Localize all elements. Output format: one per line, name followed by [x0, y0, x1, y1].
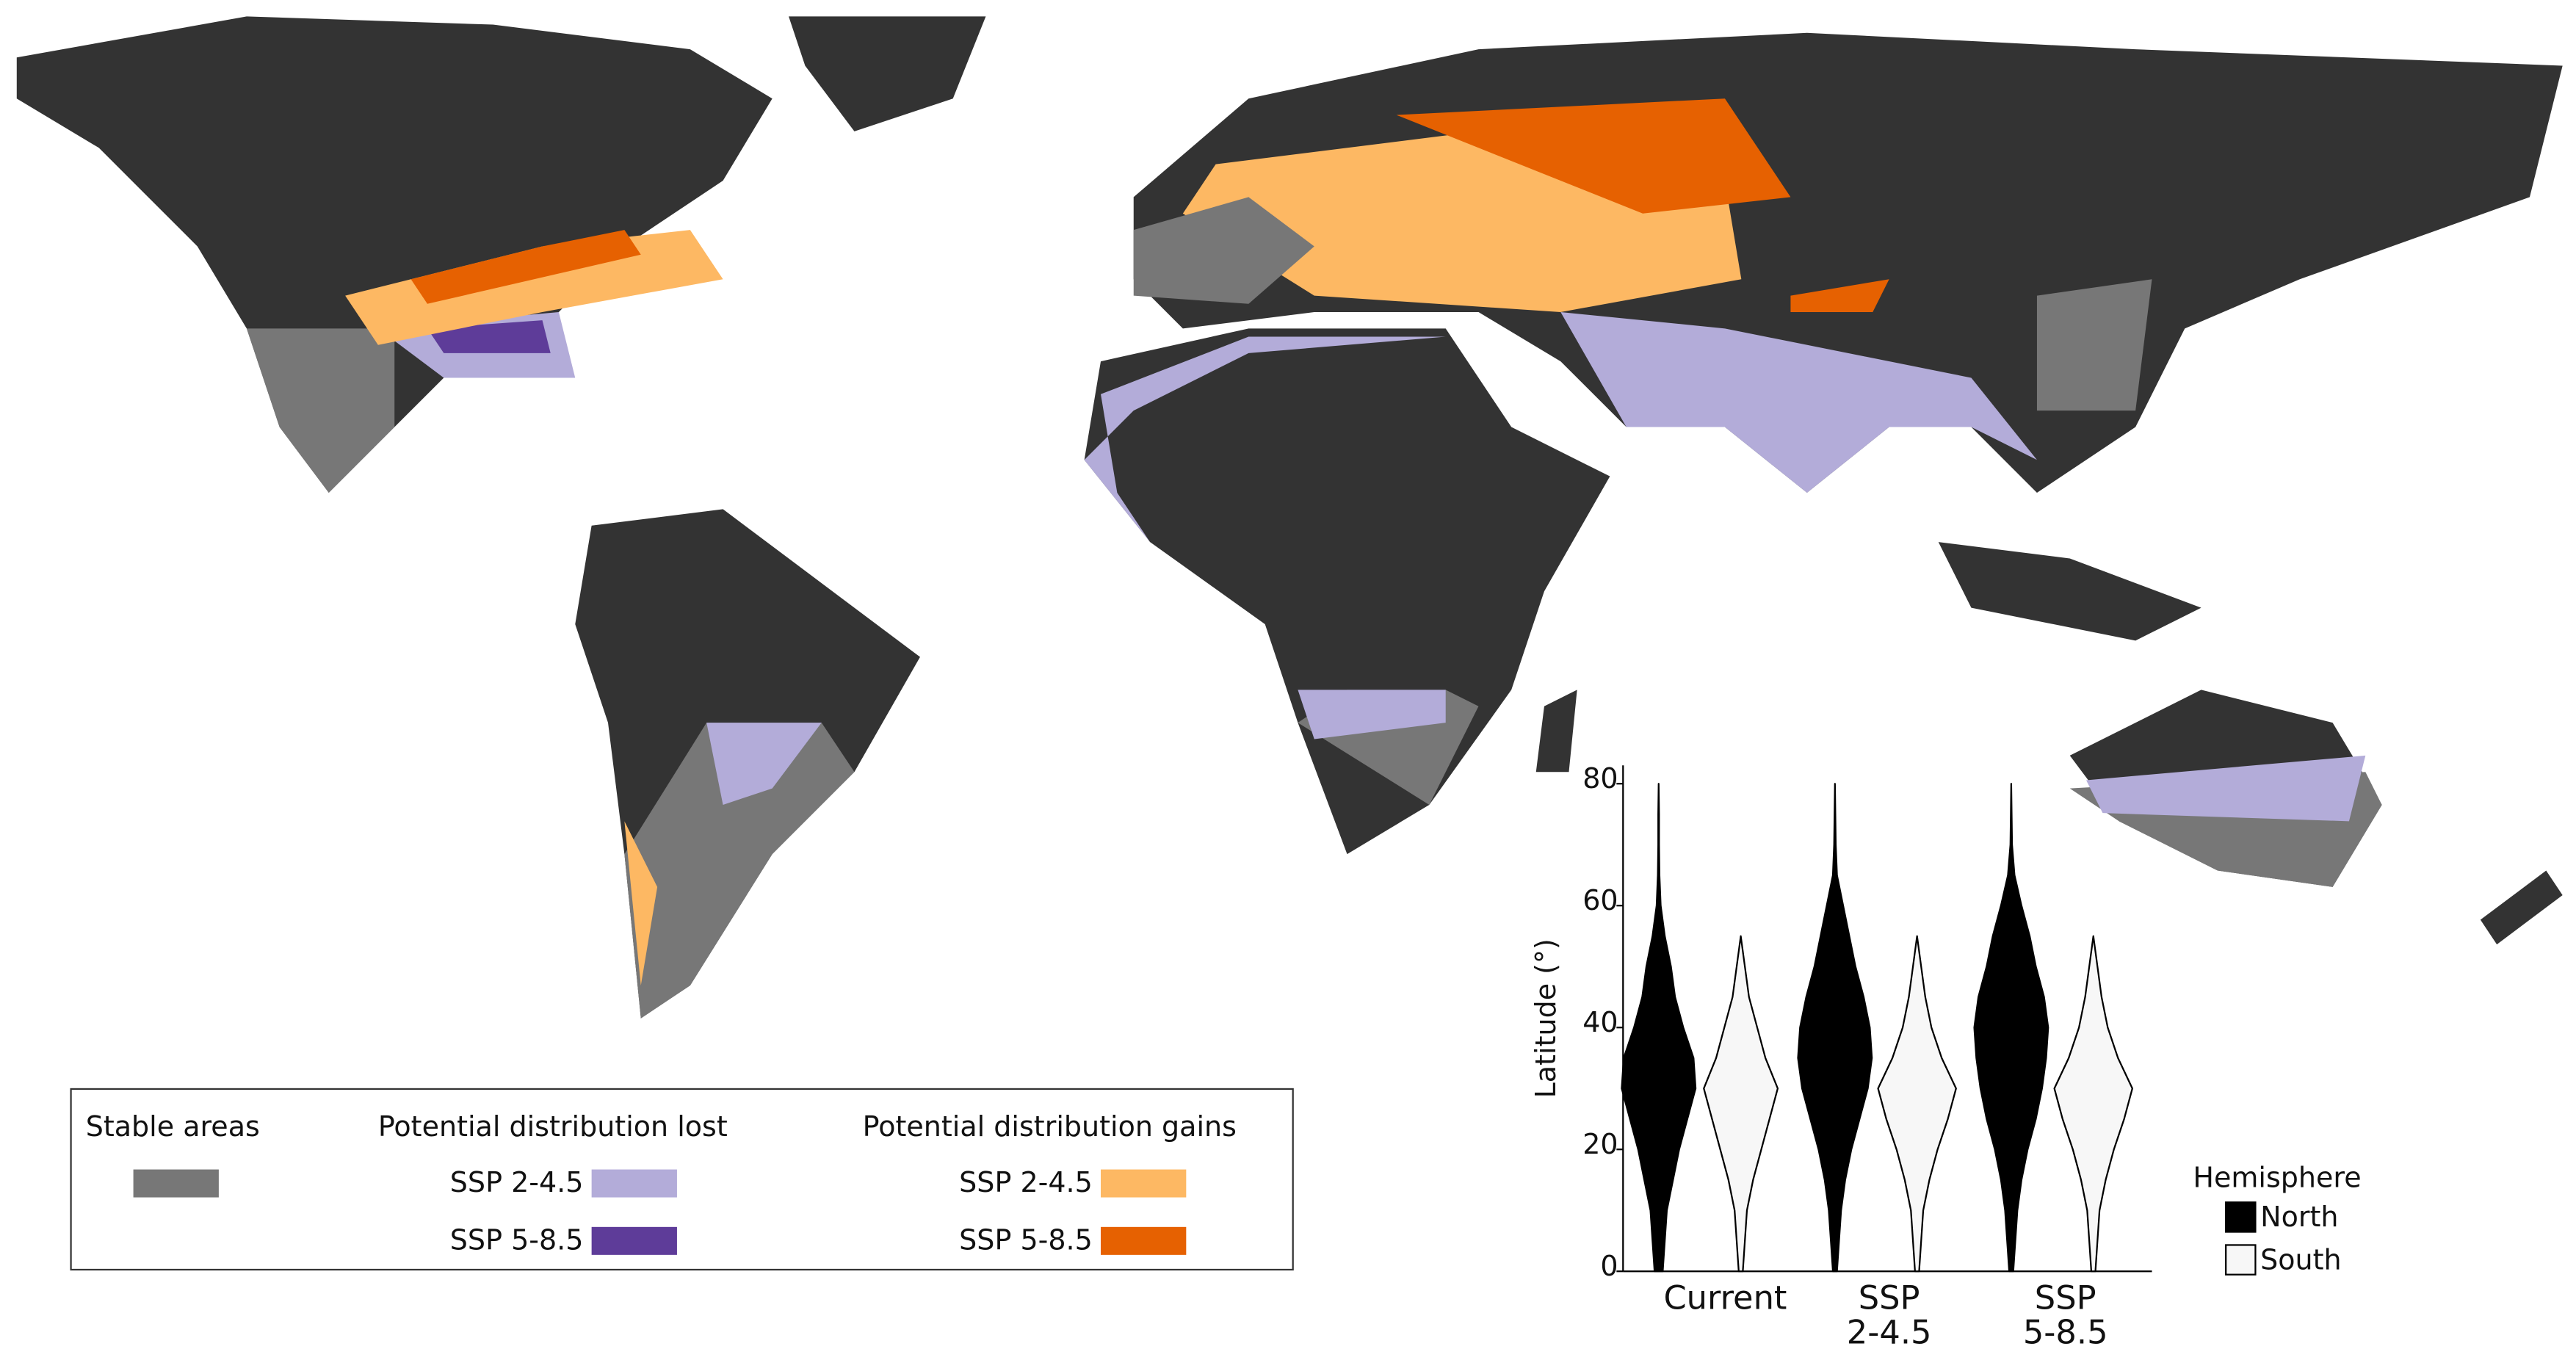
legend-title: Stable areas	[86, 1110, 260, 1143]
x-tick-label: Current	[1663, 1281, 1787, 1317]
legend-swatch	[591, 1169, 677, 1198]
y-tick-label: 40	[1582, 1006, 1618, 1038]
map-legend: Stable areas Potential distribution lost…	[70, 1088, 1294, 1271]
legend-swatch	[133, 1169, 219, 1198]
violin	[1621, 783, 1697, 1273]
violin-chart: Latitude (°) Hemisphere 0 20 40 60 80 Current…	[1530, 762, 2362, 1352]
legend-label: SSP 2-4.5	[450, 1166, 584, 1198]
legend-swatch	[591, 1226, 677, 1255]
legend-label: South	[2260, 1243, 2341, 1276]
x-tick-label: SSP 5-8.5	[2022, 1281, 2108, 1352]
legend-label: SSP 5-8.5	[959, 1223, 1093, 1256]
y-tick-label: 20	[1582, 1128, 1618, 1160]
legend-swatch	[2225, 1201, 2257, 1233]
violin	[1973, 783, 2049, 1273]
world-map	[16, 16, 2563, 1019]
y-tick-label: 80	[1582, 762, 1618, 795]
legend-title: Potential distribution gains	[863, 1110, 1237, 1143]
y-tick-label: 60	[1582, 884, 1618, 916]
legend-box	[70, 1088, 1294, 1271]
x-tick-label-box: SSP 5-8.5	[2022, 1281, 2108, 1352]
legend-swatch	[1101, 1169, 1187, 1198]
violin	[1703, 935, 1779, 1273]
legend-swatch	[1101, 1226, 1187, 1255]
legend-swatch	[2225, 1244, 2257, 1276]
legend-title: Potential distribution lost	[378, 1110, 728, 1143]
legend-label: SSP 5-8.5	[450, 1223, 584, 1256]
x-tick-label: SSP 2-4.5	[1846, 1281, 1932, 1352]
x-tick-label-box: SSP 2-4.5	[1846, 1281, 1932, 1352]
violin	[2053, 935, 2133, 1273]
violin	[1797, 783, 1873, 1273]
y-tick-label: 0	[1600, 1250, 1618, 1282]
legend-label: North	[2260, 1201, 2338, 1233]
violin	[1877, 935, 1957, 1273]
y-axis-label: Latitude (°)	[1530, 938, 1562, 1098]
x-tick-label-box: Current	[1663, 1281, 1787, 1317]
legend-title: Hemisphere	[2193, 1161, 2361, 1193]
legend-label: SSP 2-4.5	[959, 1166, 1093, 1198]
